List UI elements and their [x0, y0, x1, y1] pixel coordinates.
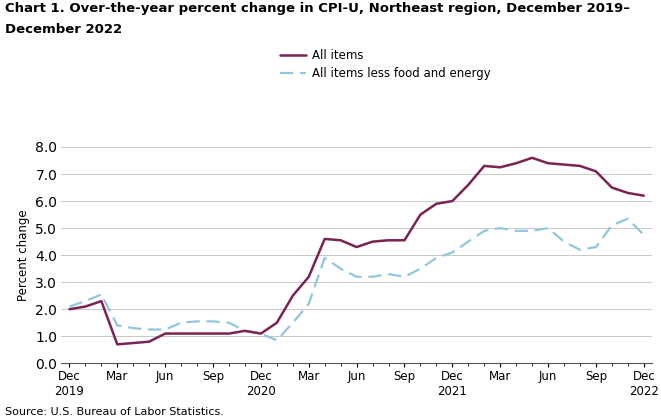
All items less food and energy — [401, 274, 408, 279]
All items — [544, 161, 552, 166]
All items — [464, 182, 472, 187]
All items less food and energy — [624, 216, 632, 221]
All items — [608, 185, 616, 190]
Y-axis label: Percent change: Percent change — [17, 209, 30, 301]
All items less food and energy — [321, 255, 329, 260]
All items — [209, 331, 217, 336]
All items less food and energy — [257, 331, 265, 336]
All items — [416, 212, 424, 217]
All items — [481, 163, 488, 168]
All items — [225, 331, 233, 336]
Legend: All items, All items less food and energy: All items, All items less food and energ… — [280, 49, 490, 80]
All items less food and energy — [608, 223, 616, 228]
All items — [161, 331, 169, 336]
All items less food and energy — [592, 244, 600, 249]
All items — [560, 162, 568, 167]
All items — [273, 320, 281, 325]
All items less food and energy — [385, 272, 393, 277]
All items less food and energy — [81, 299, 89, 304]
Text: Source: U.S. Bureau of Labor Statistics.: Source: U.S. Bureau of Labor Statistics. — [5, 407, 224, 417]
All items less food and energy — [353, 274, 361, 279]
All items — [448, 199, 456, 204]
All items — [113, 342, 121, 347]
All items — [289, 293, 297, 298]
All items — [640, 193, 648, 198]
All items — [432, 201, 440, 206]
Line: All items less food and energy: All items less food and energy — [69, 219, 644, 340]
All items — [336, 238, 344, 243]
All items less food and energy — [448, 250, 456, 255]
All items less food and energy — [273, 338, 281, 343]
All items less food and energy — [528, 228, 536, 234]
All items less food and energy — [225, 320, 233, 325]
All items — [97, 299, 105, 304]
All items less food and energy — [161, 327, 169, 332]
All items less food and energy — [481, 228, 488, 234]
All items less food and energy — [97, 292, 105, 297]
All items — [401, 238, 408, 243]
All items less food and energy — [65, 304, 73, 309]
All items — [592, 169, 600, 174]
All items — [145, 339, 153, 344]
All items — [257, 331, 265, 336]
All items less food and energy — [193, 319, 201, 324]
All items less food and energy — [177, 320, 185, 325]
All items less food and energy — [576, 247, 584, 252]
All items less food and energy — [512, 228, 520, 234]
All items less food and energy — [241, 328, 249, 333]
All items — [177, 331, 185, 336]
All items — [193, 331, 201, 336]
All items less food and energy — [496, 226, 504, 231]
All items less food and energy — [432, 255, 440, 260]
All items less food and energy — [464, 239, 472, 244]
Text: Chart 1. Over-the-year percent change in CPI-U, Northeast region, December 2019–: Chart 1. Over-the-year percent change in… — [5, 2, 631, 15]
Line: All items: All items — [69, 158, 644, 344]
All items — [65, 307, 73, 312]
All items — [369, 239, 377, 244]
All items less food and energy — [145, 327, 153, 332]
All items — [496, 165, 504, 170]
All items — [385, 238, 393, 243]
All items less food and energy — [560, 239, 568, 244]
All items less food and energy — [640, 232, 648, 237]
All items less food and energy — [544, 226, 552, 231]
All items — [321, 236, 329, 241]
All items less food and energy — [416, 266, 424, 271]
All items less food and energy — [336, 266, 344, 271]
All items — [512, 161, 520, 166]
All items — [81, 304, 89, 309]
All items less food and energy — [130, 326, 137, 331]
All items — [576, 163, 584, 168]
All items less food and energy — [113, 323, 121, 328]
All items — [624, 190, 632, 195]
All items less food and energy — [369, 274, 377, 279]
All items — [130, 341, 137, 346]
All items — [528, 155, 536, 160]
All items less food and energy — [305, 301, 313, 306]
All items less food and energy — [289, 320, 297, 325]
All items — [241, 328, 249, 333]
Text: December 2022: December 2022 — [5, 23, 122, 36]
All items — [305, 274, 313, 279]
All items less food and energy — [209, 319, 217, 324]
All items — [353, 244, 361, 249]
